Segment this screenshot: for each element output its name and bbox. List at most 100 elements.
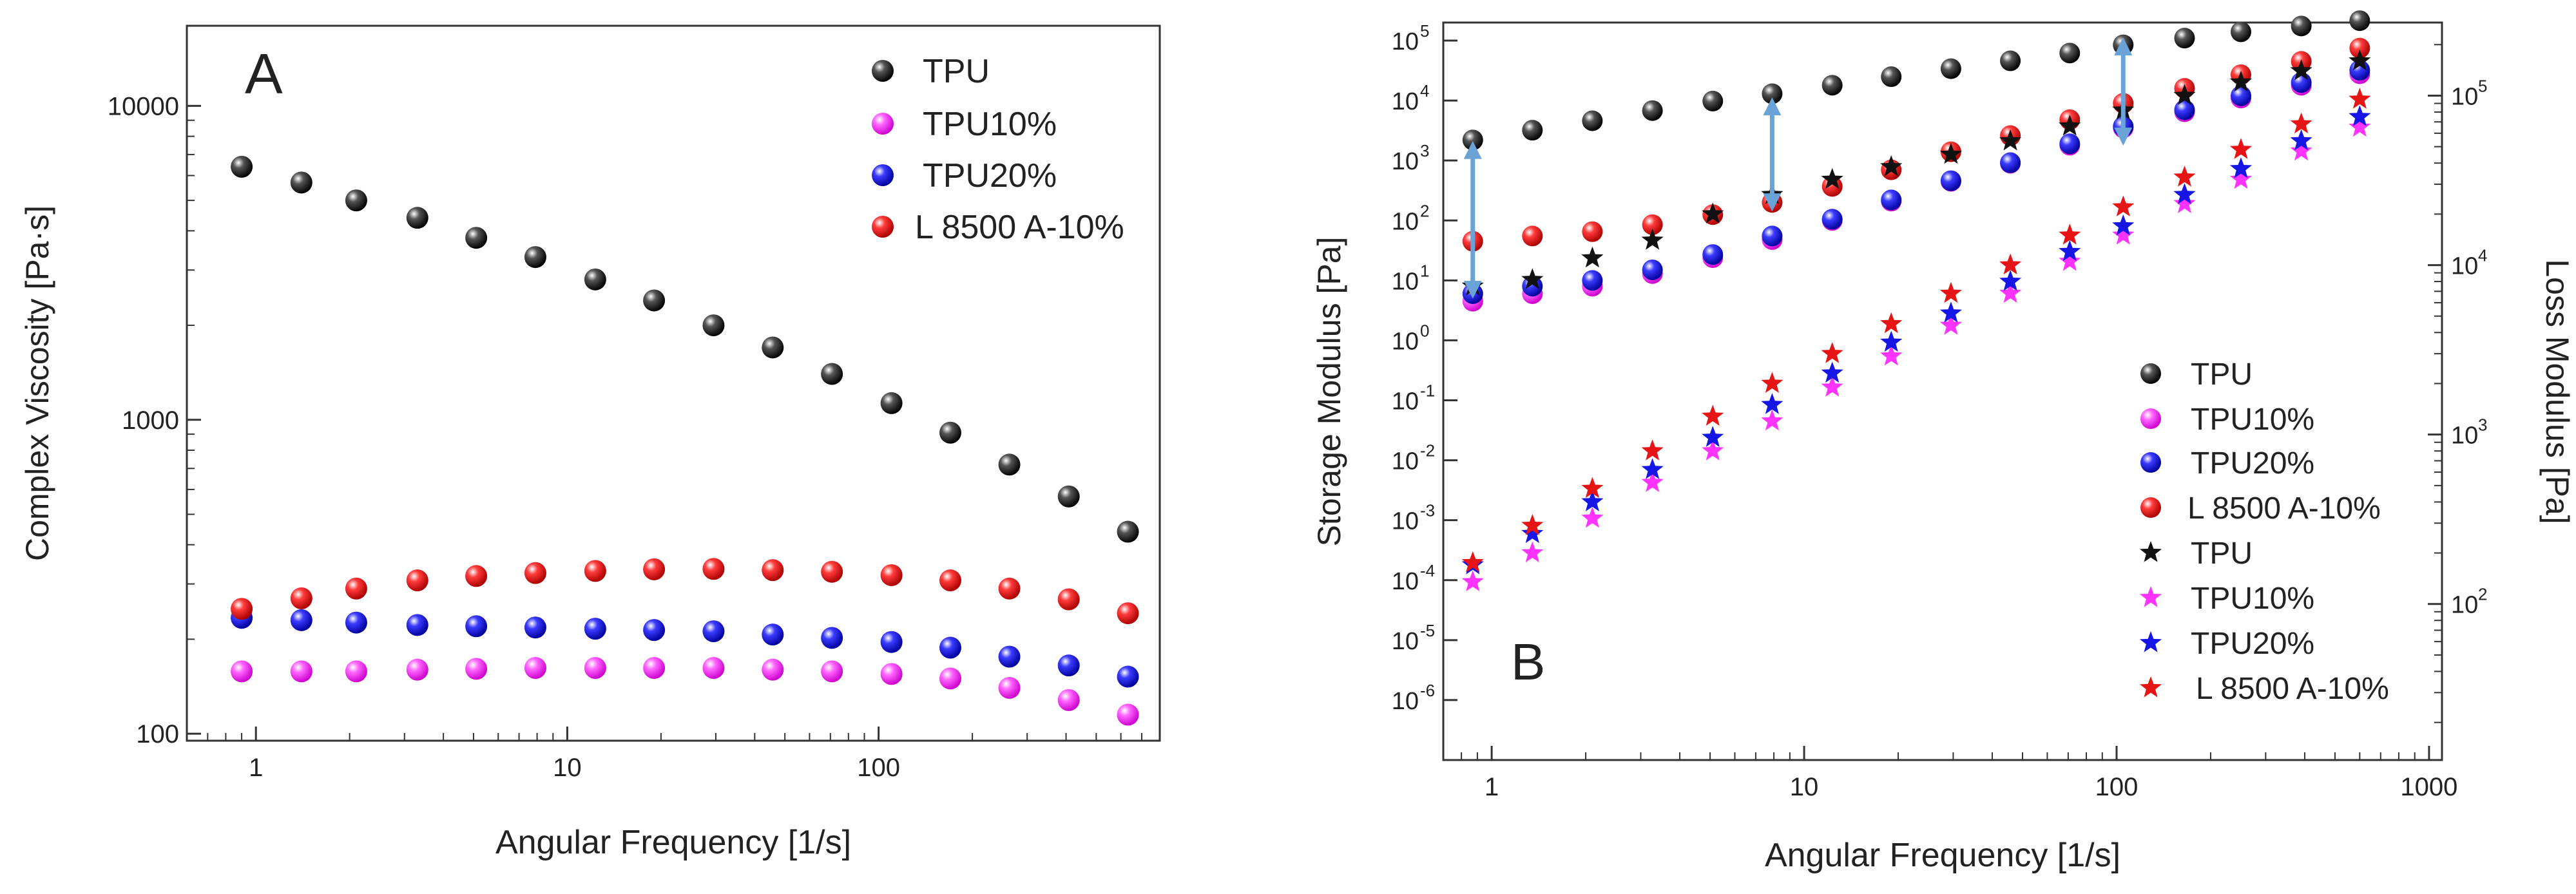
- data-point-l8500-loss: [1939, 281, 1962, 303]
- data-point-tpu10: [880, 663, 903, 685]
- series-tpu20-loss: [1461, 105, 2371, 575]
- data-point-l8500: [1057, 588, 1080, 611]
- data-point-tpu: [939, 421, 961, 444]
- y-right-tick-exponent: 2: [2478, 585, 2487, 604]
- data-point-tpu10: [406, 658, 428, 681]
- data-point-tpu20: [406, 614, 428, 636]
- data-point-tpu20: [290, 609, 312, 631]
- y-tick-label: 10: [1392, 388, 1419, 415]
- data-point-tpu20-loss: [2112, 214, 2135, 236]
- data-point-tpu20-storage: [2059, 133, 2081, 155]
- legend-marker-l8500: [872, 216, 894, 238]
- legend-marker-tpu20: [872, 164, 894, 186]
- data-point-tpu10: [939, 667, 961, 690]
- y-tick-label: 10: [1392, 508, 1419, 535]
- data-point-tpu20-loss: [1581, 490, 1604, 511]
- data-point-tpu: [524, 246, 546, 269]
- legend-marker-tpu: [872, 60, 894, 82]
- data-point-tpu20-loss: [2290, 129, 2312, 151]
- data-point-tpu: [584, 268, 606, 290]
- data-point-tpu20-storage: [1940, 170, 1961, 191]
- data-point-tpu-loss: [1641, 229, 1664, 250]
- legend-b-marker-l8500-storage: [2140, 497, 2161, 518]
- data-point-tpu10: [345, 660, 367, 683]
- data-point-tpu-storage: [1462, 129, 1483, 151]
- data-point-l8500: [821, 560, 843, 583]
- data-point-l8500: [345, 577, 367, 600]
- data-point-tpu: [702, 314, 725, 337]
- y-tick-label: 10: [1392, 88, 1419, 115]
- data-point-tpu10-loss: [1821, 376, 1843, 397]
- x-tick-label: 10: [553, 754, 582, 782]
- data-point-l8500: [290, 587, 312, 609]
- data-point-l8500-storage: [1642, 214, 1663, 235]
- data-point-tpu-loss: [2173, 84, 2196, 105]
- data-point-l8500-loss: [1521, 514, 1544, 535]
- legend-b-label-tpu10-storage: TPU10%: [2191, 403, 2314, 437]
- data-point-tpu20: [702, 620, 725, 643]
- legend-b-marker-tpu20-loss: [2139, 631, 2162, 652]
- data-point-l8500-storage: [1522, 225, 1543, 247]
- data-point-tpu-loss: [1581, 246, 1604, 268]
- series-l8500: [231, 558, 1139, 625]
- data-point-tpu-storage: [2230, 21, 2251, 43]
- y-right-tick-exponent: 5: [2478, 76, 2487, 95]
- x-tick-label: 10: [1790, 773, 1819, 801]
- panel-b-frame: [1442, 21, 2443, 761]
- data-point-tpu-storage: [2291, 15, 2312, 37]
- data-point-tpu20: [524, 616, 546, 639]
- data-point-tpu-storage: [1762, 83, 1783, 104]
- data-point-l8500-loss: [2112, 195, 2135, 216]
- data-point-tpu-storage: [2349, 10, 2370, 32]
- data-point-tpu20: [643, 619, 666, 642]
- data-point-tpu20-loss: [2173, 183, 2196, 204]
- data-point-tpu20-loss: [1641, 458, 1664, 479]
- y-tick-label: 10: [1392, 568, 1419, 595]
- y-tick-label: 10: [1392, 448, 1419, 475]
- y-tick-label: 100: [136, 720, 179, 748]
- data-point-l8500-loss: [1999, 253, 2022, 275]
- data-point-l8500-loss: [1461, 551, 1484, 573]
- y-tick-exponent: -3: [1420, 501, 1435, 520]
- data-point-tpu10-loss: [2349, 115, 2371, 137]
- data-point-tpu: [465, 227, 488, 249]
- legend-b-label-tpu20-storage: TPU20%: [2191, 446, 2314, 480]
- legend-b-marker-tpu-loss: [2139, 541, 2162, 562]
- y-tick-exponent: -6: [1420, 681, 1435, 700]
- legend-b-label-tpu20-loss: TPU20%: [2191, 627, 2314, 661]
- data-point-l8500: [998, 577, 1021, 600]
- data-point-tpu-storage: [2059, 43, 2081, 64]
- data-point-tpu10-loss: [1880, 345, 1903, 366]
- y-tick-exponent: 2: [1420, 201, 1429, 220]
- panel-a-legend: TPU TPU10% TPU20% L 8500 A-10%: [872, 53, 1124, 246]
- panel-a-x-axis-title: Angular Frequency [1/s]: [495, 824, 851, 861]
- series-tpu-loss: [1461, 49, 2371, 296]
- data-point-l8500-loss: [1581, 477, 1604, 499]
- data-point-tpu10: [231, 660, 253, 683]
- data-point-tpu20: [465, 615, 488, 638]
- data-point-tpu10-loss: [2059, 250, 2081, 271]
- y-tick-exponent: -1: [1420, 381, 1435, 401]
- x-tick-label: 1: [1485, 773, 1499, 801]
- data-point-tpu-storage: [2174, 28, 2195, 49]
- data-point-tpu20-loss: [1702, 426, 1724, 447]
- data-point-tpu20: [880, 631, 903, 653]
- x-tick-label: 100: [857, 754, 900, 782]
- legend-b-label-tpu-loss: TPU: [2191, 537, 2253, 571]
- y-right-tick-label: 10: [2451, 83, 2478, 110]
- data-point-tpu20-storage: [2000, 152, 2021, 173]
- data-point-tpu10-loss: [2290, 139, 2312, 161]
- data-point-tpu-storage: [2000, 50, 2021, 71]
- data-point-tpu10-loss: [1702, 439, 1724, 461]
- data-point-tpu20-loss: [1521, 522, 1544, 544]
- y-tick-exponent: -4: [1420, 561, 1435, 580]
- data-point-tpu: [1057, 485, 1080, 508]
- y-right-tick-exponent: 4: [2478, 246, 2487, 265]
- y-tick-label: 10: [1392, 688, 1419, 715]
- data-point-l8500-loss: [2349, 88, 2371, 109]
- data-point-tpu: [345, 189, 367, 212]
- legend-b-markers-loss: [2139, 541, 2162, 698]
- data-point-tpu20-storage: [1821, 209, 1843, 230]
- data-point-tpu20-loss: [1821, 361, 1843, 383]
- data-point-tpu: [406, 207, 428, 229]
